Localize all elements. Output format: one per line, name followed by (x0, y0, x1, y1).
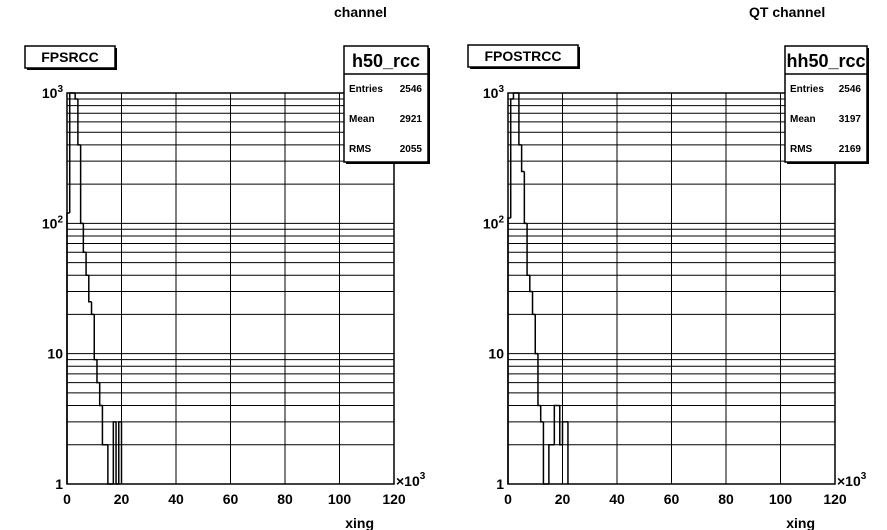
histogram-bin (542, 421, 547, 485)
stats-histogram-name: h50_rcc (352, 51, 420, 71)
plot-frame (66, 92, 395, 485)
stats-label: Entries (349, 84, 383, 95)
histogram-bins (66, 92, 123, 485)
stats-value: 2055 (400, 144, 423, 155)
y-tick-label: 1 (55, 476, 63, 492)
stats-box: hh50_rcc Entries 2546 Mean 3197 RMS 2169 (784, 45, 869, 164)
y-tick-label: 103 (42, 84, 64, 101)
histogram-bin (518, 93, 522, 146)
histogram-bin (112, 421, 117, 484)
stats-value: 2921 (400, 114, 423, 125)
histogram-bin (526, 223, 530, 276)
x-tick-labels: 0 20 40 60 80 100 120 (504, 491, 847, 507)
x-tick-label: 20 (555, 491, 571, 507)
histogram-bin (529, 275, 533, 293)
y-tick-label: 102 (42, 214, 64, 231)
stats-value: 3197 (839, 114, 862, 125)
page-title-left: channel (334, 4, 387, 20)
histogram-title-box: FPSRCC (24, 45, 117, 70)
x-tick-label: 40 (168, 491, 184, 507)
stats-label: Entries (790, 84, 824, 95)
x-tick-label: 60 (664, 491, 680, 507)
chart-panel-2: 1 10 102 103 0 20 40 60 80 100 120 ×103 xing FPOSTRCC… (467, 44, 869, 530)
histogram-title: FPOSTRCC (485, 48, 562, 64)
histogram-bin (118, 421, 122, 484)
chart-panel-1: 1 10 102 103 0 20 40 60 80 100 120 ×103 xing FPSRCC h5… (24, 45, 430, 530)
page-title-right: QT channel (749, 4, 826, 20)
stats-label: RMS (790, 144, 813, 155)
histogram-bin (85, 252, 89, 276)
x-axis-title: xing (786, 515, 815, 530)
histogram-bin (107, 444, 111, 485)
x-tick-label: 80 (718, 491, 734, 507)
histogram-bin (531, 291, 536, 316)
x-axis-exponent: ×103 (396, 471, 426, 489)
histogram-bin (548, 444, 552, 484)
stats-label: Mean (790, 114, 816, 125)
stats-label: RMS (349, 144, 372, 155)
x-axis-exponent: ×103 (837, 471, 867, 489)
title-box-frame (467, 44, 579, 68)
histogram-bin (561, 421, 566, 445)
histogram-title-box: FPOSTRCC (467, 44, 580, 69)
x-tick-label: 40 (609, 491, 625, 507)
y-tick-label: 1 (496, 476, 504, 492)
y-tick-label: 10 (47, 346, 63, 362)
histogram-bin (512, 92, 517, 99)
plot-frame (507, 92, 836, 485)
stats-box: h50_rcc Entries 2546 Mean 2921 RMS 2055 (343, 45, 430, 164)
histogram-bin (77, 98, 81, 146)
x-axis-title: xing (345, 515, 374, 530)
histogram-bin (523, 171, 528, 225)
histogram-bins (507, 92, 569, 485)
histogram-bin (520, 144, 525, 173)
histogram-bin (534, 314, 538, 355)
y-tick-label: 102 (483, 214, 505, 231)
y-tick-label: 103 (483, 84, 505, 101)
y-tick-label: 10 (488, 346, 504, 362)
y-tick-labels: 1 10 102 103 (42, 84, 64, 492)
histogram-bin (82, 223, 87, 253)
grid-lines (508, 93, 835, 484)
histogram-bin (537, 353, 541, 407)
x-tick-label: 120 (382, 491, 406, 507)
grid-lines (67, 93, 394, 484)
x-tick-label: 20 (114, 491, 130, 507)
x-tick-label: 0 (63, 491, 71, 507)
histogram-bin (509, 98, 514, 218)
histogram-bin (88, 275, 92, 303)
stats-box-frame (343, 45, 429, 163)
title-box-frame (24, 45, 116, 69)
histogram-bin (559, 405, 563, 446)
x-tick-label: 60 (223, 491, 239, 507)
histogram-bin (553, 404, 558, 445)
histogram-bin (96, 359, 100, 384)
histogram-title: FPSRCC (41, 49, 99, 65)
histogram-bin (93, 314, 97, 361)
x-tick-label: 100 (328, 491, 352, 507)
histogram-bin (74, 93, 78, 100)
x-tick-label: 0 (504, 491, 512, 507)
histogram-bin (79, 144, 84, 225)
histogram-bin (539, 405, 544, 423)
histogram-bin (101, 405, 106, 446)
x-tick-label: 80 (277, 491, 293, 507)
stats-box-frame (784, 45, 868, 163)
x-tick-labels: 0 20 40 60 80 100 120 (63, 491, 406, 507)
stats-histogram-name: hh50_rcc (786, 51, 865, 71)
histogram-bin (90, 301, 95, 316)
histogram-bin (68, 92, 73, 214)
stats-value: 2546 (400, 84, 423, 95)
stats-label: Mean (349, 114, 375, 125)
x-tick-label: 100 (769, 491, 793, 507)
histogram-bin (98, 382, 103, 407)
stats-value: 2546 (839, 84, 862, 95)
y-tick-labels: 1 10 102 103 (483, 84, 505, 492)
x-tick-label: 120 (823, 491, 847, 507)
stats-value: 2169 (839, 144, 862, 155)
